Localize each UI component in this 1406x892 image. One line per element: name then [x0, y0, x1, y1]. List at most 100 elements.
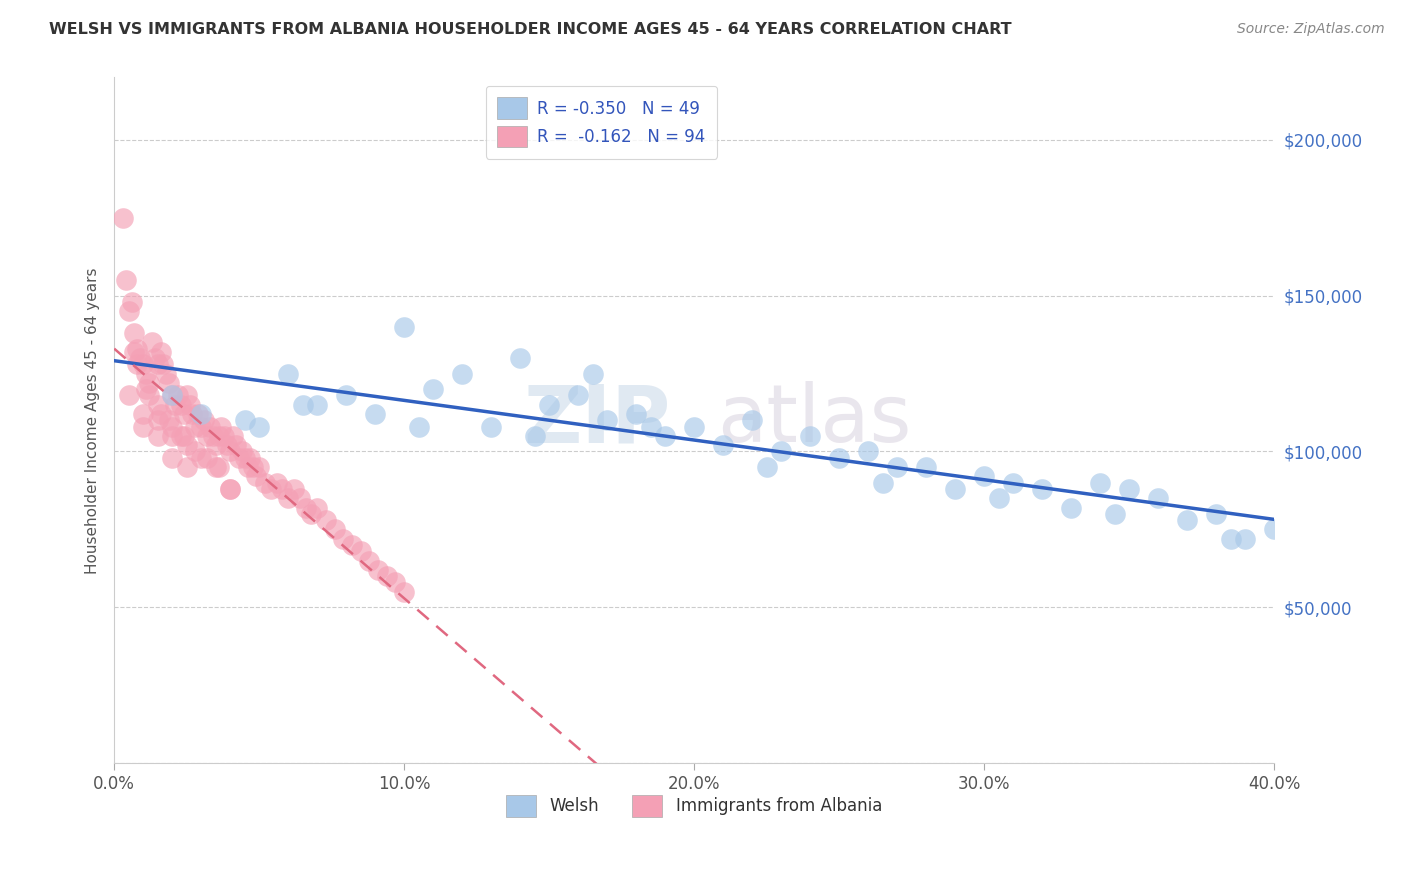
Point: [193, 413, 215, 427]
Point: [160, 429, 183, 443]
Text: ZIP: ZIP: [523, 381, 671, 459]
Point: [770, 444, 793, 458]
Y-axis label: Householder Income Ages 45 - 64 years: Householder Income Ages 45 - 64 years: [86, 267, 100, 574]
Point: [176, 460, 198, 475]
Point: [176, 438, 198, 452]
Point: [1060, 500, 1083, 515]
Point: [135, 367, 157, 381]
Point: [173, 407, 195, 421]
Point: [315, 513, 337, 527]
Point: [291, 398, 314, 412]
Point: [422, 382, 444, 396]
Point: [118, 388, 141, 402]
Point: [190, 450, 212, 465]
Point: [222, 429, 245, 443]
Point: [523, 429, 546, 443]
Point: [225, 438, 247, 452]
Point: [332, 532, 354, 546]
Point: [173, 429, 195, 443]
Point: [127, 357, 149, 371]
Point: [288, 491, 311, 506]
Point: [307, 398, 329, 412]
Point: [479, 419, 502, 434]
Point: [987, 491, 1010, 506]
Point: [266, 475, 288, 490]
Point: [157, 376, 180, 390]
Point: [149, 344, 172, 359]
Point: [247, 460, 270, 475]
Point: [160, 419, 183, 434]
Point: [654, 429, 676, 443]
Point: [207, 429, 229, 443]
Point: [1234, 532, 1257, 546]
Point: [195, 429, 218, 443]
Point: [157, 413, 180, 427]
Point: [132, 357, 155, 371]
Point: [207, 460, 229, 475]
Point: [167, 388, 190, 402]
Point: [149, 407, 172, 421]
Point: [195, 450, 218, 465]
Point: [184, 419, 207, 434]
Point: [198, 419, 221, 434]
Point: [755, 460, 778, 475]
Point: [567, 388, 589, 402]
Point: [260, 482, 283, 496]
Point: [143, 351, 166, 365]
Point: [242, 460, 264, 475]
Point: [124, 344, 146, 359]
Point: [538, 398, 561, 412]
Point: [181, 407, 204, 421]
Point: [152, 357, 174, 371]
Point: [271, 482, 294, 496]
Point: [170, 398, 193, 412]
Point: [165, 398, 187, 412]
Point: [872, 475, 894, 490]
Point: [581, 367, 603, 381]
Point: [124, 326, 146, 340]
Point: [1147, 491, 1170, 506]
Point: [1104, 507, 1126, 521]
Point: [179, 398, 201, 412]
Point: [160, 388, 183, 402]
Point: [160, 450, 183, 465]
Point: [1175, 513, 1198, 527]
Point: [135, 382, 157, 396]
Point: [132, 419, 155, 434]
Point: [184, 444, 207, 458]
Point: [640, 419, 662, 434]
Point: [187, 407, 209, 421]
Point: [451, 367, 474, 381]
Point: [160, 388, 183, 402]
Point: [375, 569, 398, 583]
Point: [683, 419, 706, 434]
Point: [299, 507, 322, 521]
Point: [335, 388, 357, 402]
Point: [114, 273, 136, 287]
Point: [253, 475, 276, 490]
Point: [828, 450, 851, 465]
Point: [141, 335, 163, 350]
Point: [239, 450, 262, 465]
Point: [1031, 482, 1053, 496]
Point: [359, 553, 381, 567]
Point: [277, 367, 299, 381]
Point: [1088, 475, 1111, 490]
Point: [943, 482, 966, 496]
Point: [392, 584, 415, 599]
Point: [856, 444, 879, 458]
Point: [1219, 532, 1241, 546]
Point: [146, 429, 169, 443]
Point: [973, 469, 995, 483]
Point: [231, 444, 253, 458]
Point: [915, 460, 938, 475]
Point: [217, 438, 239, 452]
Point: [307, 500, 329, 515]
Point: [236, 460, 259, 475]
Text: Source: ZipAtlas.com: Source: ZipAtlas.com: [1237, 22, 1385, 37]
Point: [170, 429, 193, 443]
Point: [121, 294, 143, 309]
Point: [247, 419, 270, 434]
Text: WELSH VS IMMIGRANTS FROM ALBANIA HOUSEHOLDER INCOME AGES 45 - 64 YEARS CORRELATI: WELSH VS IMMIGRANTS FROM ALBANIA HOUSEHO…: [49, 22, 1012, 37]
Point: [340, 538, 363, 552]
